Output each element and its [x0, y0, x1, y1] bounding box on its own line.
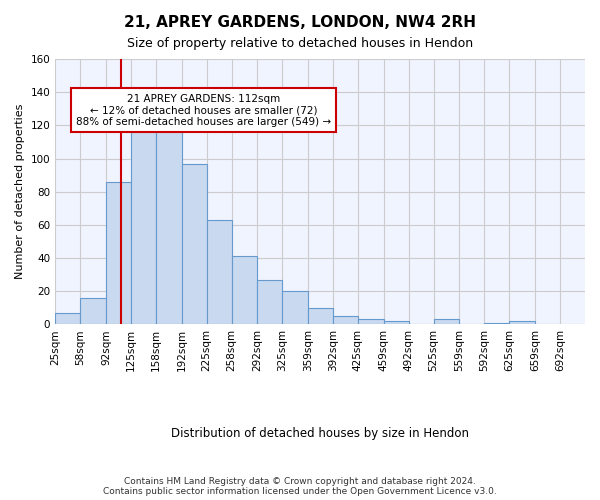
Bar — [257, 280, 282, 324]
Bar — [106, 182, 131, 324]
Text: 21 APREY GARDENS: 112sqm
← 12% of detached houses are smaller (72)
88% of semi-d: 21 APREY GARDENS: 112sqm ← 12% of detach… — [76, 94, 331, 126]
Bar — [434, 320, 460, 324]
Text: Contains HM Land Registry data © Crown copyright and database right 2024.: Contains HM Land Registry data © Crown c… — [124, 478, 476, 486]
Bar — [509, 321, 535, 324]
Text: Size of property relative to detached houses in Hendon: Size of property relative to detached ho… — [127, 38, 473, 51]
Bar — [206, 220, 232, 324]
X-axis label: Distribution of detached houses by size in Hendon: Distribution of detached houses by size … — [171, 427, 469, 440]
Bar — [484, 323, 509, 324]
Bar — [182, 164, 206, 324]
Text: Contains public sector information licensed under the Open Government Licence v3: Contains public sector information licen… — [103, 488, 497, 496]
Bar — [156, 126, 182, 324]
Bar — [131, 114, 156, 324]
Bar — [55, 313, 80, 324]
Text: 21, APREY GARDENS, LONDON, NW4 2RH: 21, APREY GARDENS, LONDON, NW4 2RH — [124, 15, 476, 30]
Bar — [358, 320, 383, 324]
Bar — [308, 308, 333, 324]
Y-axis label: Number of detached properties: Number of detached properties — [15, 104, 25, 280]
Bar — [333, 316, 358, 324]
Bar — [232, 256, 257, 324]
Bar — [383, 321, 409, 324]
Bar — [80, 298, 106, 324]
Bar — [282, 292, 308, 324]
